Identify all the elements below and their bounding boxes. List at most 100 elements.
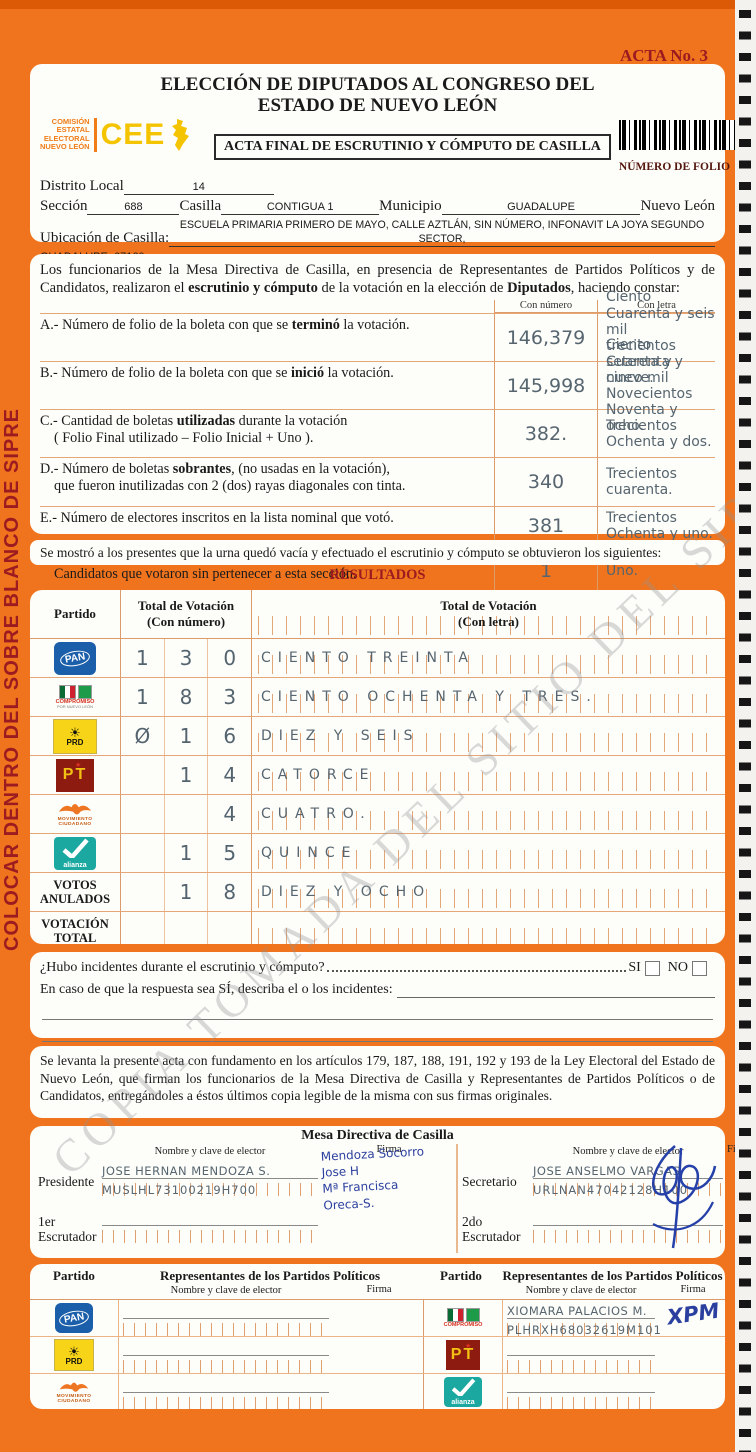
intro-text: , haciendo constar: (570, 280, 680, 297)
cee-logo: COMISIÓN ESTATAL ELECTORAL NUEVO LEÓN CE… (40, 117, 208, 153)
folio-label: NÚMERO DE FOLIO (618, 160, 731, 173)
section-line: Sección 688 Casilla CONTIGUA 1 Municipio… (40, 198, 715, 215)
rep-firma-cell (335, 1300, 424, 1336)
handwritten-words: DIEZ Y SEIS (261, 728, 420, 744)
pan-logo-icon: PAN (54, 641, 96, 675)
prd-label: PRD (65, 1356, 83, 1366)
row-words-cell: Uno. (598, 546, 715, 596)
handwritten-number: 381 (527, 515, 565, 538)
handwritten-number: 340 (527, 471, 565, 494)
row-label: D.- Número de boletas sobrantes, (no usa… (40, 461, 406, 494)
handwritten-words: Uno. (606, 563, 638, 580)
row-number-cell: 381 (494, 507, 598, 546)
ubicacion-label: Ubicación de Casilla: (40, 229, 170, 246)
handwritten-name: XIOMARA PALACIOS M. (507, 1304, 648, 1318)
digit: 1 (179, 880, 193, 904)
handwritten-words: Trecientos Ochenta y dos. (606, 417, 712, 450)
distrito-value: 14 (123, 180, 274, 195)
digit: 8 (179, 685, 193, 709)
representatives-title: Representantes de los Partidos Políticos (159, 1268, 381, 1283)
handwritten-words: DIEZ Y OCHO (261, 884, 432, 900)
row-label: E.- Número de electores inscritos en la … (40, 510, 394, 527)
party-cell: PAN (30, 639, 121, 677)
table-row-pt: PT ★ 1 4 CATORCE (30, 756, 725, 795)
seccion-label: Sección (40, 197, 88, 214)
digit: 5 (223, 841, 237, 865)
mc-label-2: CIUDADANO (57, 1399, 91, 1404)
digit: 1 (179, 841, 193, 865)
no-checkbox[interactable] (692, 961, 707, 976)
handwritten-number: 145,998 (506, 374, 586, 397)
table-row-pan: PAN 1 3 0 CIENTO TREINTA (30, 639, 725, 678)
pan-logo-icon: PAN (55, 1303, 93, 1333)
votes-number-cell: Ø 1 6 (121, 717, 252, 755)
secretario-signature (652, 1145, 717, 1249)
handwritten-words: QUINCE (261, 845, 358, 861)
handwritten-number: 146,379 (506, 326, 586, 349)
votes-words-cell: DIEZ Y SEIS (252, 717, 725, 755)
intro-bold: escrutinio y cómputo (188, 280, 318, 297)
party-cell: COMPROMISO POR NUEVO LEÓN (30, 678, 121, 716)
spacer (424, 1284, 503, 1299)
movimiento-ciudadano-logo-icon: MOVIMIENTO CIUDADANO (57, 1379, 92, 1405)
role-escrutador-1: 1er Escrutador (38, 1213, 97, 1244)
party-cell: MOVIMIENTO CIUDADANO (30, 795, 121, 833)
representatives-header-row: Partido Representantes de los Partidos P… (30, 1264, 725, 1284)
rep-firma-cell (661, 1337, 725, 1373)
representatives-subheader-row: Nombre y clave de elector Firma Nombre y… (30, 1284, 725, 1300)
casilla-value: CONTIGUA 1 (221, 200, 380, 215)
digit: 0 (223, 646, 237, 670)
results-header-row: Partido Total de Votación (Con número) To… (30, 590, 725, 639)
votes-words-cell: DIEZ Y OCHO (252, 873, 725, 911)
row-label: C.- Cantidad de boletas utilizadas duran… (40, 413, 348, 446)
pvem-icon (465, 1307, 480, 1322)
votes-number-cell: 4 (121, 795, 252, 833)
si-checkbox[interactable] (644, 961, 660, 976)
col-firma-header: Firma (680, 1284, 706, 1295)
pvem-icon (77, 684, 92, 699)
handwritten-number: 1 (539, 560, 553, 583)
representatives-section: Partido Representantes de los Partidos P… (30, 1264, 725, 1409)
tally-row-C: C.- Cantidad de boletas utilizadas duran… (40, 409, 715, 458)
handwritten-words: CUATRO. (261, 806, 372, 822)
rep-nombre-cell (119, 1300, 335, 1336)
rep-nombre-cell (503, 1374, 661, 1409)
handwritten-name: JOSE ANSELMO VARGAS (533, 1164, 681, 1178)
alianza-logo-icon: alianza (444, 1377, 482, 1407)
acta-number: ACTA No. 3 (620, 46, 708, 65)
star-icon: ★ (75, 760, 82, 769)
spacer (457, 1144, 531, 1159)
presidente-firma-cell (322, 1159, 457, 1206)
pt-label: PT (62, 766, 88, 783)
cee-divider (93, 117, 97, 152)
handwritten-clave: MUSLHL73100219H700 (102, 1183, 257, 1197)
handwritten-name: JOSE HERNAN MENDOZA S. (102, 1164, 271, 1178)
votes-words-cell (252, 912, 725, 944)
check-swoosh-icon (451, 1378, 476, 1396)
party-cell-pt: PT ★ (424, 1337, 503, 1373)
page-title: ELECCIÓN DE DIPUTADOS AL CONGRESO DEL ES… (40, 74, 715, 117)
escrutador1-firma-cell (322, 1206, 457, 1253)
digit: 1 (135, 685, 149, 709)
rep-nombre-cell: XIOMARA PALACIOS M. PLHRXH68032619M101 (503, 1300, 661, 1337)
handwritten-words: Trecientos Ochenta y uno. (606, 510, 713, 543)
handwritten-words: Trecientos cuarenta. (606, 466, 677, 499)
resultados-title: RESULTADOS (329, 567, 426, 583)
digit: 1 (179, 763, 193, 787)
sun-icon: ☀ (68, 1343, 80, 1359)
col-words-header: Total de Votación (Con letra) (252, 590, 725, 638)
mesa-directiva-section: Mesa Directiva de Casilla Nombre y clave… (30, 1126, 752, 1258)
org-line: ELECTORAL (43, 133, 90, 143)
votacion-total-label: VOTACIÓN TOTAL (41, 916, 109, 944)
col-words-header: Con letra (598, 300, 715, 314)
votes-number-cell: 1 4 (121, 756, 252, 794)
digit: Ø (134, 724, 151, 748)
row-number-cell: 146,379 (494, 314, 598, 362)
prd-logo-icon: ☀ PRD (54, 1339, 94, 1371)
sun-icon: ☀ (69, 724, 81, 740)
votes-number-cell: 1 8 3 (121, 678, 252, 716)
incidents-question-line: ¿Hubo incidentes durante el escrutinio y… (40, 960, 715, 976)
eagle-icon (58, 804, 92, 815)
si-label: SI (628, 960, 641, 975)
col-firma-header: Firma (322, 1144, 457, 1159)
